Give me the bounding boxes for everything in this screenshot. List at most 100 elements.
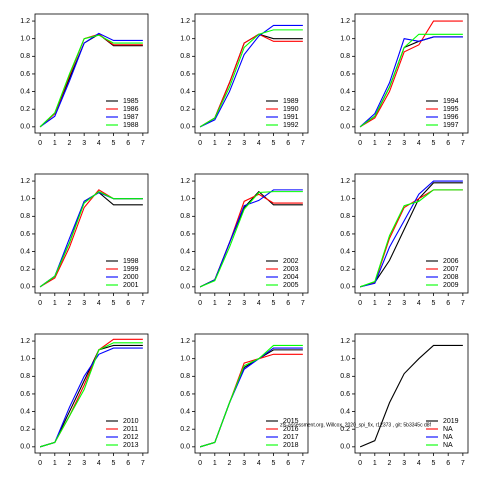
legend-label: NA bbox=[443, 442, 453, 449]
y-tick-label: 0.6 bbox=[180, 391, 190, 398]
y-tick-label: 1.2 bbox=[20, 338, 30, 345]
y-tick-label: 0.2 bbox=[180, 266, 190, 273]
series-line bbox=[199, 191, 303, 288]
series-line bbox=[359, 20, 463, 128]
y-tick-label: 0.0 bbox=[180, 124, 190, 131]
legend-label: 1987 bbox=[123, 114, 139, 121]
x-tick-label: 0 bbox=[358, 140, 362, 147]
y-tick-label: 1.0 bbox=[340, 196, 350, 203]
y-tick-label: 0.6 bbox=[20, 391, 30, 398]
y-tick-label: 0.8 bbox=[20, 53, 30, 60]
x-tick-label: 1 bbox=[53, 460, 57, 467]
y-tick-label: 0.2 bbox=[20, 106, 30, 113]
y-tick-label: 1.0 bbox=[180, 356, 190, 363]
x-tick-label: 6 bbox=[126, 140, 130, 147]
y-tick-label: 0.8 bbox=[180, 213, 190, 220]
x-tick-label: 4 bbox=[417, 460, 421, 467]
y-tick-label: 0.2 bbox=[180, 426, 190, 433]
series-line bbox=[39, 32, 143, 128]
x-tick-label: 3 bbox=[242, 300, 246, 307]
y-tick-label: 0.8 bbox=[180, 373, 190, 380]
legend-label: NA bbox=[443, 434, 453, 441]
x-tick-label: 2 bbox=[388, 140, 392, 147]
legend-label: 2015 bbox=[283, 418, 299, 425]
series-line bbox=[359, 189, 463, 288]
x-tick-label: 3 bbox=[402, 460, 406, 467]
x-tick-label: 6 bbox=[126, 460, 130, 467]
panel: 0.00.20.40.60.81.01.20 1 2 3 4 5 6 719891990199… bbox=[180, 13, 309, 147]
legend-label: 2018 bbox=[283, 442, 299, 449]
x-tick-label: 2 bbox=[388, 300, 392, 307]
x-tick-label: 3 bbox=[82, 300, 86, 307]
x-tick-label: 5 bbox=[432, 140, 436, 147]
y-tick-label: 1.2 bbox=[180, 338, 190, 345]
x-tick-label: 5 bbox=[272, 140, 276, 147]
legend-label: 2010 bbox=[123, 418, 139, 425]
y-tick-label: 0.6 bbox=[340, 71, 350, 78]
y-tick-label: 0.2 bbox=[340, 266, 350, 273]
x-tick-label: 5 bbox=[432, 460, 436, 467]
y-tick-label: 1.2 bbox=[180, 178, 190, 185]
y-tick-label: 0.0 bbox=[20, 124, 30, 131]
x-tick-label: 6 bbox=[446, 300, 450, 307]
y-tick-label: 0.0 bbox=[20, 444, 30, 451]
y-tick-label: 0.2 bbox=[20, 266, 30, 273]
legend-label: 2007 bbox=[443, 266, 459, 273]
x-tick-label: 3 bbox=[242, 460, 246, 467]
panel: 0.00.20.40.60.81.01.20 1 2 3 4 5 6 720102011201… bbox=[20, 333, 149, 467]
x-tick-label: 0 bbox=[38, 460, 42, 467]
panel: 0.00.20.40.60.81.01.20 1 2 3 4 5 6 719981999200… bbox=[20, 173, 149, 307]
plot-frame bbox=[194, 173, 309, 294]
legend-label: 1985 bbox=[123, 98, 139, 105]
legend-label: 1997 bbox=[443, 122, 459, 129]
y-tick-label: 0.4 bbox=[180, 408, 190, 415]
plot-frame bbox=[194, 13, 309, 134]
series-line bbox=[359, 33, 463, 128]
x-tick-label: 1 bbox=[373, 140, 377, 147]
x-tick-label: 6 bbox=[286, 140, 290, 147]
y-tick-label: 0.0 bbox=[340, 284, 350, 291]
x-tick-label: 2 bbox=[228, 300, 232, 307]
x-tick-label: 2 bbox=[68, 300, 72, 307]
panel: 0.00.20.40.60.81.01.20 1 2 3 4 5 6 719851986198… bbox=[20, 13, 149, 147]
series-line bbox=[199, 29, 303, 128]
x-tick-label: 0 bbox=[38, 300, 42, 307]
y-tick-label: 1.2 bbox=[340, 18, 350, 25]
y-tick-label: 0.4 bbox=[340, 248, 350, 255]
x-tick-label: 1 bbox=[373, 300, 377, 307]
legend-label: 1990 bbox=[283, 106, 299, 113]
y-tick-label: 0.4 bbox=[340, 88, 350, 95]
y-tick-label: 1.0 bbox=[180, 36, 190, 43]
y-tick-label: 0.8 bbox=[180, 53, 190, 60]
x-tick-label: 0 bbox=[38, 140, 42, 147]
x-tick-label: 4 bbox=[257, 460, 261, 467]
x-tick-label: 2 bbox=[68, 140, 72, 147]
y-tick-label: 1.2 bbox=[340, 178, 350, 185]
x-tick-label: 0 bbox=[358, 460, 362, 467]
legend-label: 1989 bbox=[283, 98, 299, 105]
y-tick-label: 0.6 bbox=[340, 231, 350, 238]
y-tick-label: 0.6 bbox=[180, 71, 190, 78]
legend-label: 1994 bbox=[443, 98, 459, 105]
y-tick-label: 1.0 bbox=[20, 196, 30, 203]
legend-label: 2016 bbox=[283, 426, 299, 433]
x-tick-label: 6 bbox=[126, 300, 130, 307]
x-tick-label: 1 bbox=[213, 300, 217, 307]
plot-frame bbox=[354, 333, 469, 454]
legend-label: 2012 bbox=[123, 434, 139, 441]
x-tick-label: 1 bbox=[213, 460, 217, 467]
y-tick-label: 0.6 bbox=[20, 71, 30, 78]
plot-frame bbox=[34, 173, 149, 294]
x-tick-label: 6 bbox=[286, 300, 290, 307]
x-tick-label: 4 bbox=[257, 140, 261, 147]
x-tick-label: 0 bbox=[198, 460, 202, 467]
y-tick-label: 0.2 bbox=[340, 106, 350, 113]
x-tick-label: 5 bbox=[112, 460, 116, 467]
y-tick-label: 0.8 bbox=[340, 373, 350, 380]
legend-label: 1998 bbox=[123, 258, 139, 265]
series-line bbox=[360, 180, 463, 288]
x-tick-label: 4 bbox=[97, 460, 101, 467]
x-tick-label: 2 bbox=[68, 460, 72, 467]
y-tick-label: 0.0 bbox=[340, 124, 350, 131]
